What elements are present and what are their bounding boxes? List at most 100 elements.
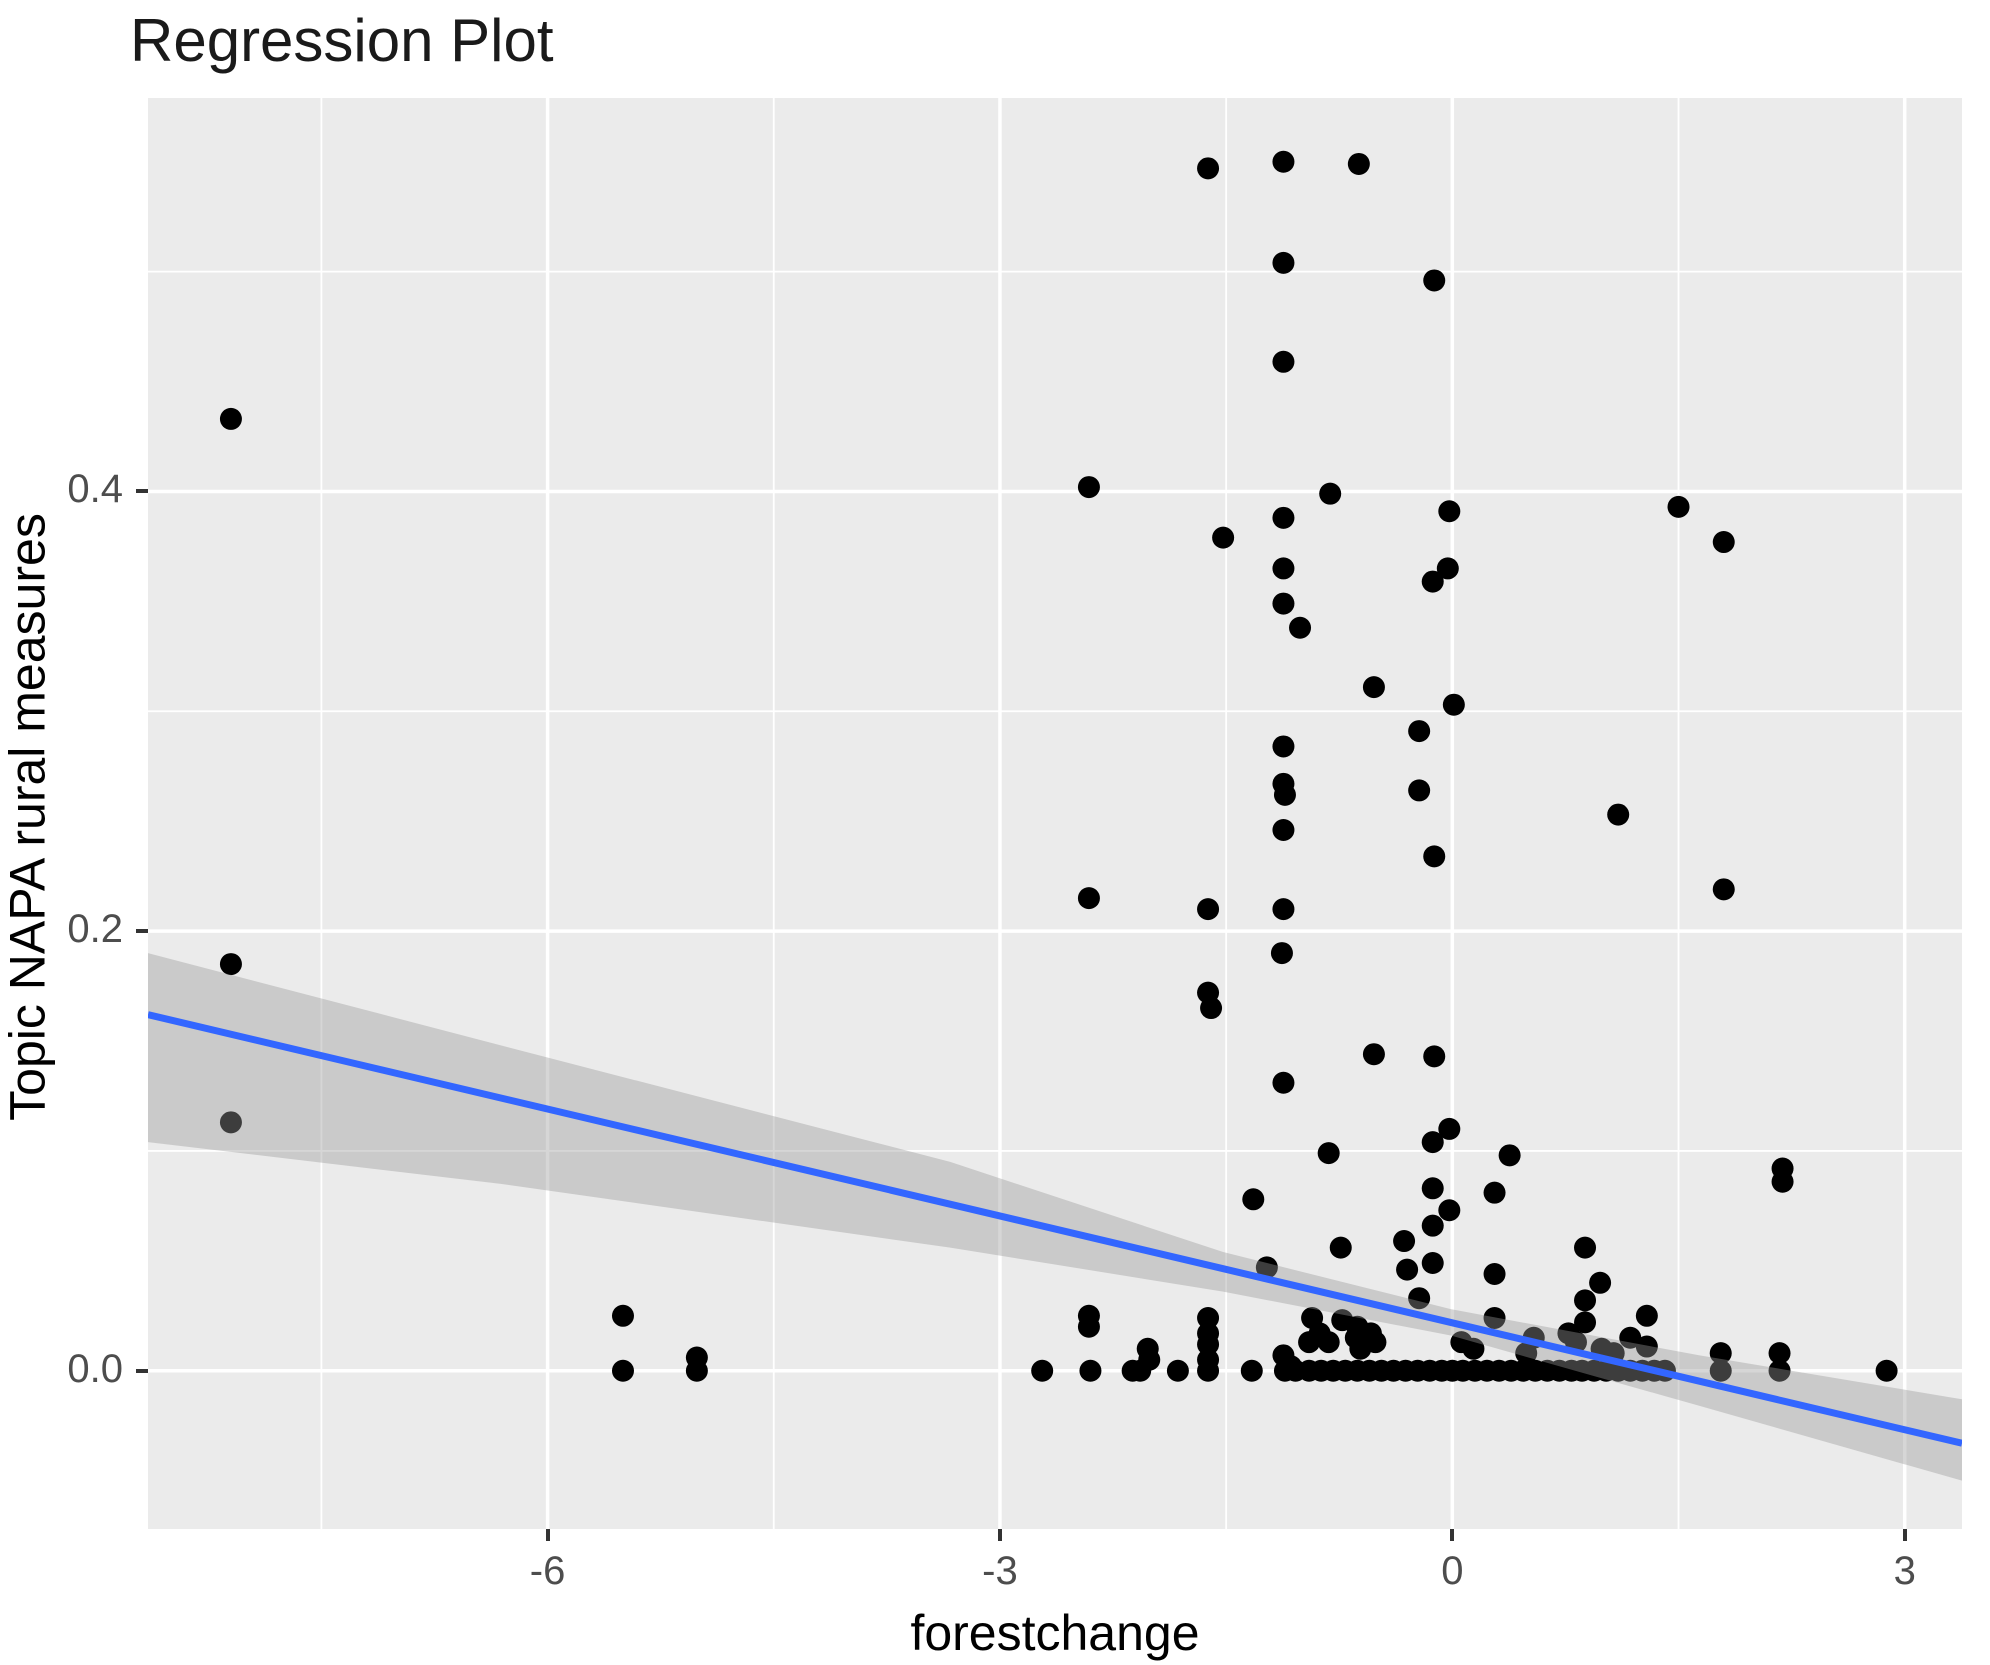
scatter-point (1667, 495, 1690, 518)
scatter-point (1197, 157, 1220, 180)
plot-title: Regression Plot (130, 7, 554, 74)
scatter-point (1272, 818, 1295, 841)
y-tick-mark (136, 929, 148, 934)
scatter-point (1077, 476, 1100, 499)
scatter-point (1242, 1188, 1265, 1211)
scatter-point (1709, 1342, 1732, 1365)
scatter-point (1272, 350, 1295, 373)
scatter-point (1197, 898, 1220, 921)
scatter-point (1273, 783, 1296, 806)
scatter-point (1272, 557, 1295, 580)
regression-line (148, 1011, 1962, 1447)
scatter-point (1031, 1359, 1054, 1382)
x-tick-mark (1450, 1529, 1455, 1541)
scatter-point (1875, 1359, 1898, 1382)
scatter-point (1483, 1181, 1506, 1204)
scatter-point (1255, 1256, 1278, 1279)
scatter-point (219, 1111, 242, 1134)
scatter-point (1077, 887, 1100, 910)
scatter-point (1768, 1342, 1791, 1365)
scatter-point (1483, 1306, 1506, 1329)
scatter-point (1272, 1071, 1295, 1094)
scatter-point (219, 953, 242, 976)
x-tick-label: 3 (1893, 1549, 1916, 1593)
scatter-point (1362, 1043, 1385, 1066)
scatter-point (1421, 1214, 1444, 1237)
scatter-point (1423, 845, 1446, 868)
confidence-band (148, 953, 1962, 1481)
scatter-point (1423, 269, 1446, 292)
scatter-point (1396, 1258, 1419, 1281)
scatter-point (1619, 1326, 1642, 1349)
scatter-point (1436, 557, 1459, 580)
scatter-point (1462, 1337, 1485, 1360)
scatter-point (1635, 1304, 1658, 1327)
x-tick-label: 0 (1441, 1549, 1464, 1593)
scatter-point (1197, 1306, 1220, 1329)
scatter-point (1408, 1287, 1431, 1310)
plot-panel (148, 98, 1962, 1529)
scatter-point (1498, 1144, 1521, 1167)
scatter-point (1077, 1315, 1100, 1338)
scatter-point (1197, 1333, 1220, 1356)
y-tick-mark (136, 1368, 148, 1373)
scatter-point (1709, 1359, 1732, 1382)
scatter-point (1272, 735, 1295, 758)
scatter-point (1272, 150, 1295, 173)
scatter-point (1438, 500, 1461, 523)
scatter-point (1771, 1170, 1794, 1193)
scatter-point (1442, 693, 1465, 716)
scatter-point (1421, 570, 1444, 593)
scatter-point (1166, 1359, 1189, 1382)
scatter-point (1421, 1252, 1444, 1275)
scatter-point (1768, 1359, 1791, 1382)
x-tick-mark (1902, 1529, 1907, 1541)
x-tick-mark (997, 1529, 1002, 1541)
y-tick-label: 0.4 (67, 467, 123, 512)
scatter-point (1408, 720, 1431, 743)
scatter-point (1712, 878, 1735, 901)
scatter-point (1712, 531, 1735, 554)
scatter-point (1272, 592, 1295, 615)
scatter-point (1421, 1177, 1444, 1200)
panel-background (148, 98, 1962, 1529)
scatter-point (1240, 1359, 1263, 1382)
scatter-point (1270, 942, 1293, 965)
scatter-point (1438, 1199, 1461, 1222)
x-axis-title: forestchange (910, 1605, 1200, 1661)
scatter-point (1364, 1331, 1387, 1354)
scatter-point (611, 1304, 634, 1327)
scatter-point (1574, 1311, 1597, 1334)
scatter-point (1329, 1236, 1352, 1259)
scatter-point (1347, 152, 1370, 175)
scatter-point (1421, 1131, 1444, 1154)
scatter-point (1200, 997, 1223, 1020)
scatter-point (1362, 676, 1385, 699)
scatter-point (1317, 1331, 1340, 1354)
scatter-point (1079, 1359, 1102, 1382)
scatter-point (685, 1359, 708, 1382)
scatter-point (1197, 1359, 1220, 1382)
scatter-point (1574, 1236, 1597, 1259)
scatter-point (1319, 482, 1342, 505)
x-tick-label: -6 (529, 1549, 566, 1593)
y-axis-title: Topic NAPA rural measures (0, 513, 56, 1121)
scatter-point (1289, 616, 1312, 639)
scatter-point (1483, 1263, 1506, 1286)
y-tick-label: 0.2 (67, 907, 123, 952)
scatter-point (219, 407, 242, 430)
scatter-point (1635, 1335, 1658, 1358)
y-tick-mark (136, 489, 148, 494)
scatter-point (1438, 1117, 1461, 1140)
scatter-point (1212, 526, 1235, 549)
scatter-point (1607, 803, 1630, 826)
scatter-point (1423, 1045, 1446, 1068)
scatter-point (1393, 1230, 1416, 1253)
plot-canvas (148, 98, 1962, 1529)
scatter-point (1138, 1348, 1161, 1371)
x-tick-label: -3 (982, 1549, 1018, 1593)
y-tick-label: 0.0 (67, 1346, 123, 1391)
scatter-point (1589, 1271, 1612, 1294)
scatter-point (1408, 779, 1431, 802)
